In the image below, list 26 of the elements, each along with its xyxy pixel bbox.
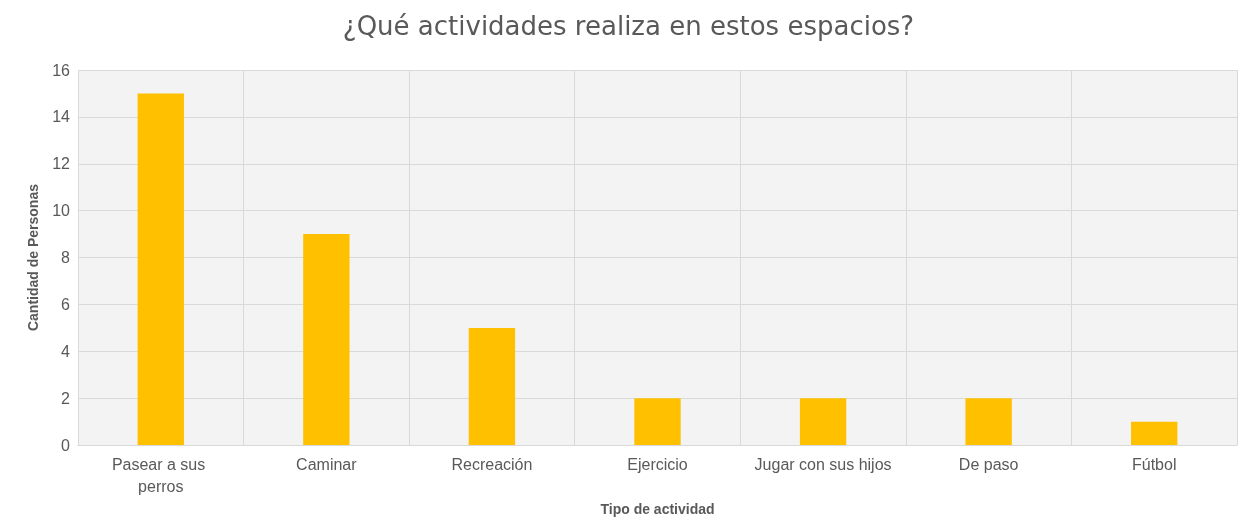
bar	[799, 398, 847, 446]
x-tick-label: Caminar	[296, 455, 358, 473]
x-axis-title: Tipo de actividad	[600, 501, 715, 517]
x-tick-label: Fútbol	[1131, 455, 1177, 473]
y-tick-label: 14	[52, 108, 71, 126]
chart-title: ¿Qué actividades realiza en estos espacios?	[342, 11, 915, 41]
x-tick-label: Jugar con sus hijos	[754, 455, 892, 473]
bar	[1131, 421, 1178, 446]
y-tick-label: 12	[52, 155, 71, 173]
bar	[137, 93, 184, 446]
bar	[965, 398, 1012, 446]
y-tick-label: 16	[52, 61, 71, 79]
x-tick-label: Recreación	[451, 455, 533, 473]
bar	[468, 327, 516, 446]
bar	[634, 398, 681, 446]
y-tick-label: 0	[61, 436, 71, 454]
y-tick-label: 6	[61, 295, 71, 313]
x-tick-label: Ejercicio	[627, 455, 688, 473]
y-tick-label: 8	[61, 249, 71, 267]
y-axis-title: Cantidad de Personas	[25, 183, 41, 332]
y-tick-label: 10	[52, 202, 71, 220]
x-tick-label: Pasear a sus perros	[111, 455, 210, 495]
x-tick-label: De paso	[958, 455, 1019, 473]
bar	[303, 234, 350, 446]
y-tick-label: 2	[61, 389, 71, 407]
y-tick-label: 4	[61, 342, 71, 360]
